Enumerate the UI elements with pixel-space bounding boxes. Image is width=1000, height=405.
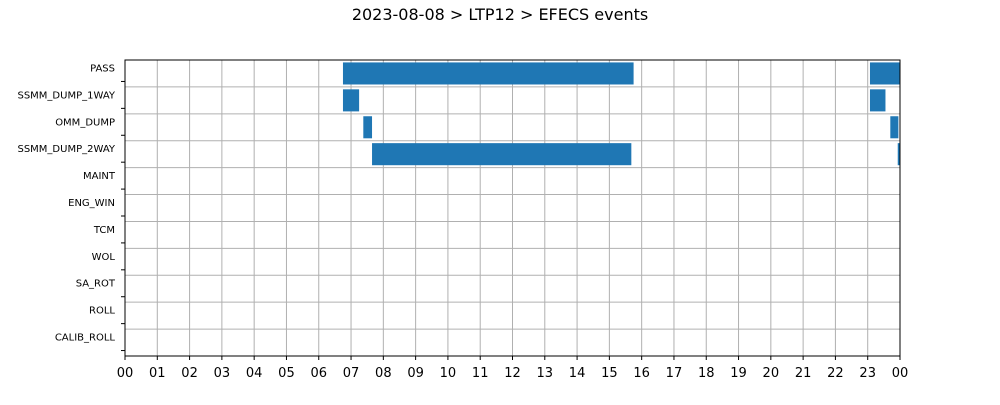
- event-bar: [869, 62, 900, 85]
- x-tick-label: 16: [633, 366, 650, 381]
- y-tick-label: SSMM_DUMP_2WAY: [17, 144, 115, 155]
- x-tick-label: 22: [827, 366, 844, 381]
- x-tick-label: 13: [537, 366, 554, 381]
- x-tick-label: 07: [343, 366, 360, 381]
- x-tick-label: 03: [214, 366, 231, 381]
- x-tick-label: 05: [278, 366, 295, 381]
- y-tick-label: MAINT: [83, 171, 116, 182]
- x-tick-label: 10: [440, 366, 457, 381]
- event-bar: [897, 143, 900, 166]
- x-tick-label: 01: [149, 366, 166, 381]
- plot-frame: [124, 59, 901, 357]
- event-bar: [342, 89, 360, 112]
- x-tick-label: 20: [763, 366, 780, 381]
- event-bar: [363, 116, 373, 139]
- x-tick-label: 21: [795, 366, 812, 381]
- x-tick-label: 15: [601, 366, 618, 381]
- y-tick-label: ENG_WIN: [68, 198, 115, 209]
- x-tick-label: 12: [504, 366, 521, 381]
- x-tick-label: 02: [181, 366, 198, 381]
- event-bar: [372, 143, 632, 166]
- y-tick-label: SA_ROT: [76, 279, 116, 290]
- x-tick-label: 19: [730, 366, 747, 381]
- x-tick-label: 09: [407, 366, 424, 381]
- y-tick-label: SSMM_DUMP_1WAY: [17, 90, 115, 101]
- x-tick-label: 06: [310, 366, 327, 381]
- event-bar: [890, 116, 899, 139]
- y-tick-label: PASS: [90, 63, 115, 74]
- x-tick-label: 11: [472, 366, 489, 381]
- chart-title: 2023-08-08 > LTP12 > EFECS events: [351, 5, 649, 24]
- x-tick-label: 23: [859, 366, 876, 381]
- y-tick-label: TCM: [93, 225, 115, 236]
- event-bar: [869, 89, 886, 112]
- y-tick-label: ROLL: [89, 306, 115, 317]
- x-tick-label: 17: [666, 366, 683, 381]
- y-tick-label: CALIB_ROLL: [55, 333, 116, 344]
- x-tick-label: 18: [698, 366, 715, 381]
- x-tick-label: 08: [375, 366, 392, 381]
- y-tick-label: OMM_DUMP: [55, 117, 115, 128]
- x-tick-label: 04: [246, 366, 263, 381]
- event-bar: [342, 62, 634, 85]
- x-tick-label: 00: [117, 366, 134, 381]
- x-tick-label: 14: [569, 366, 586, 381]
- y-tick-label: WOL: [92, 252, 116, 263]
- x-tick-label: 00: [892, 366, 909, 381]
